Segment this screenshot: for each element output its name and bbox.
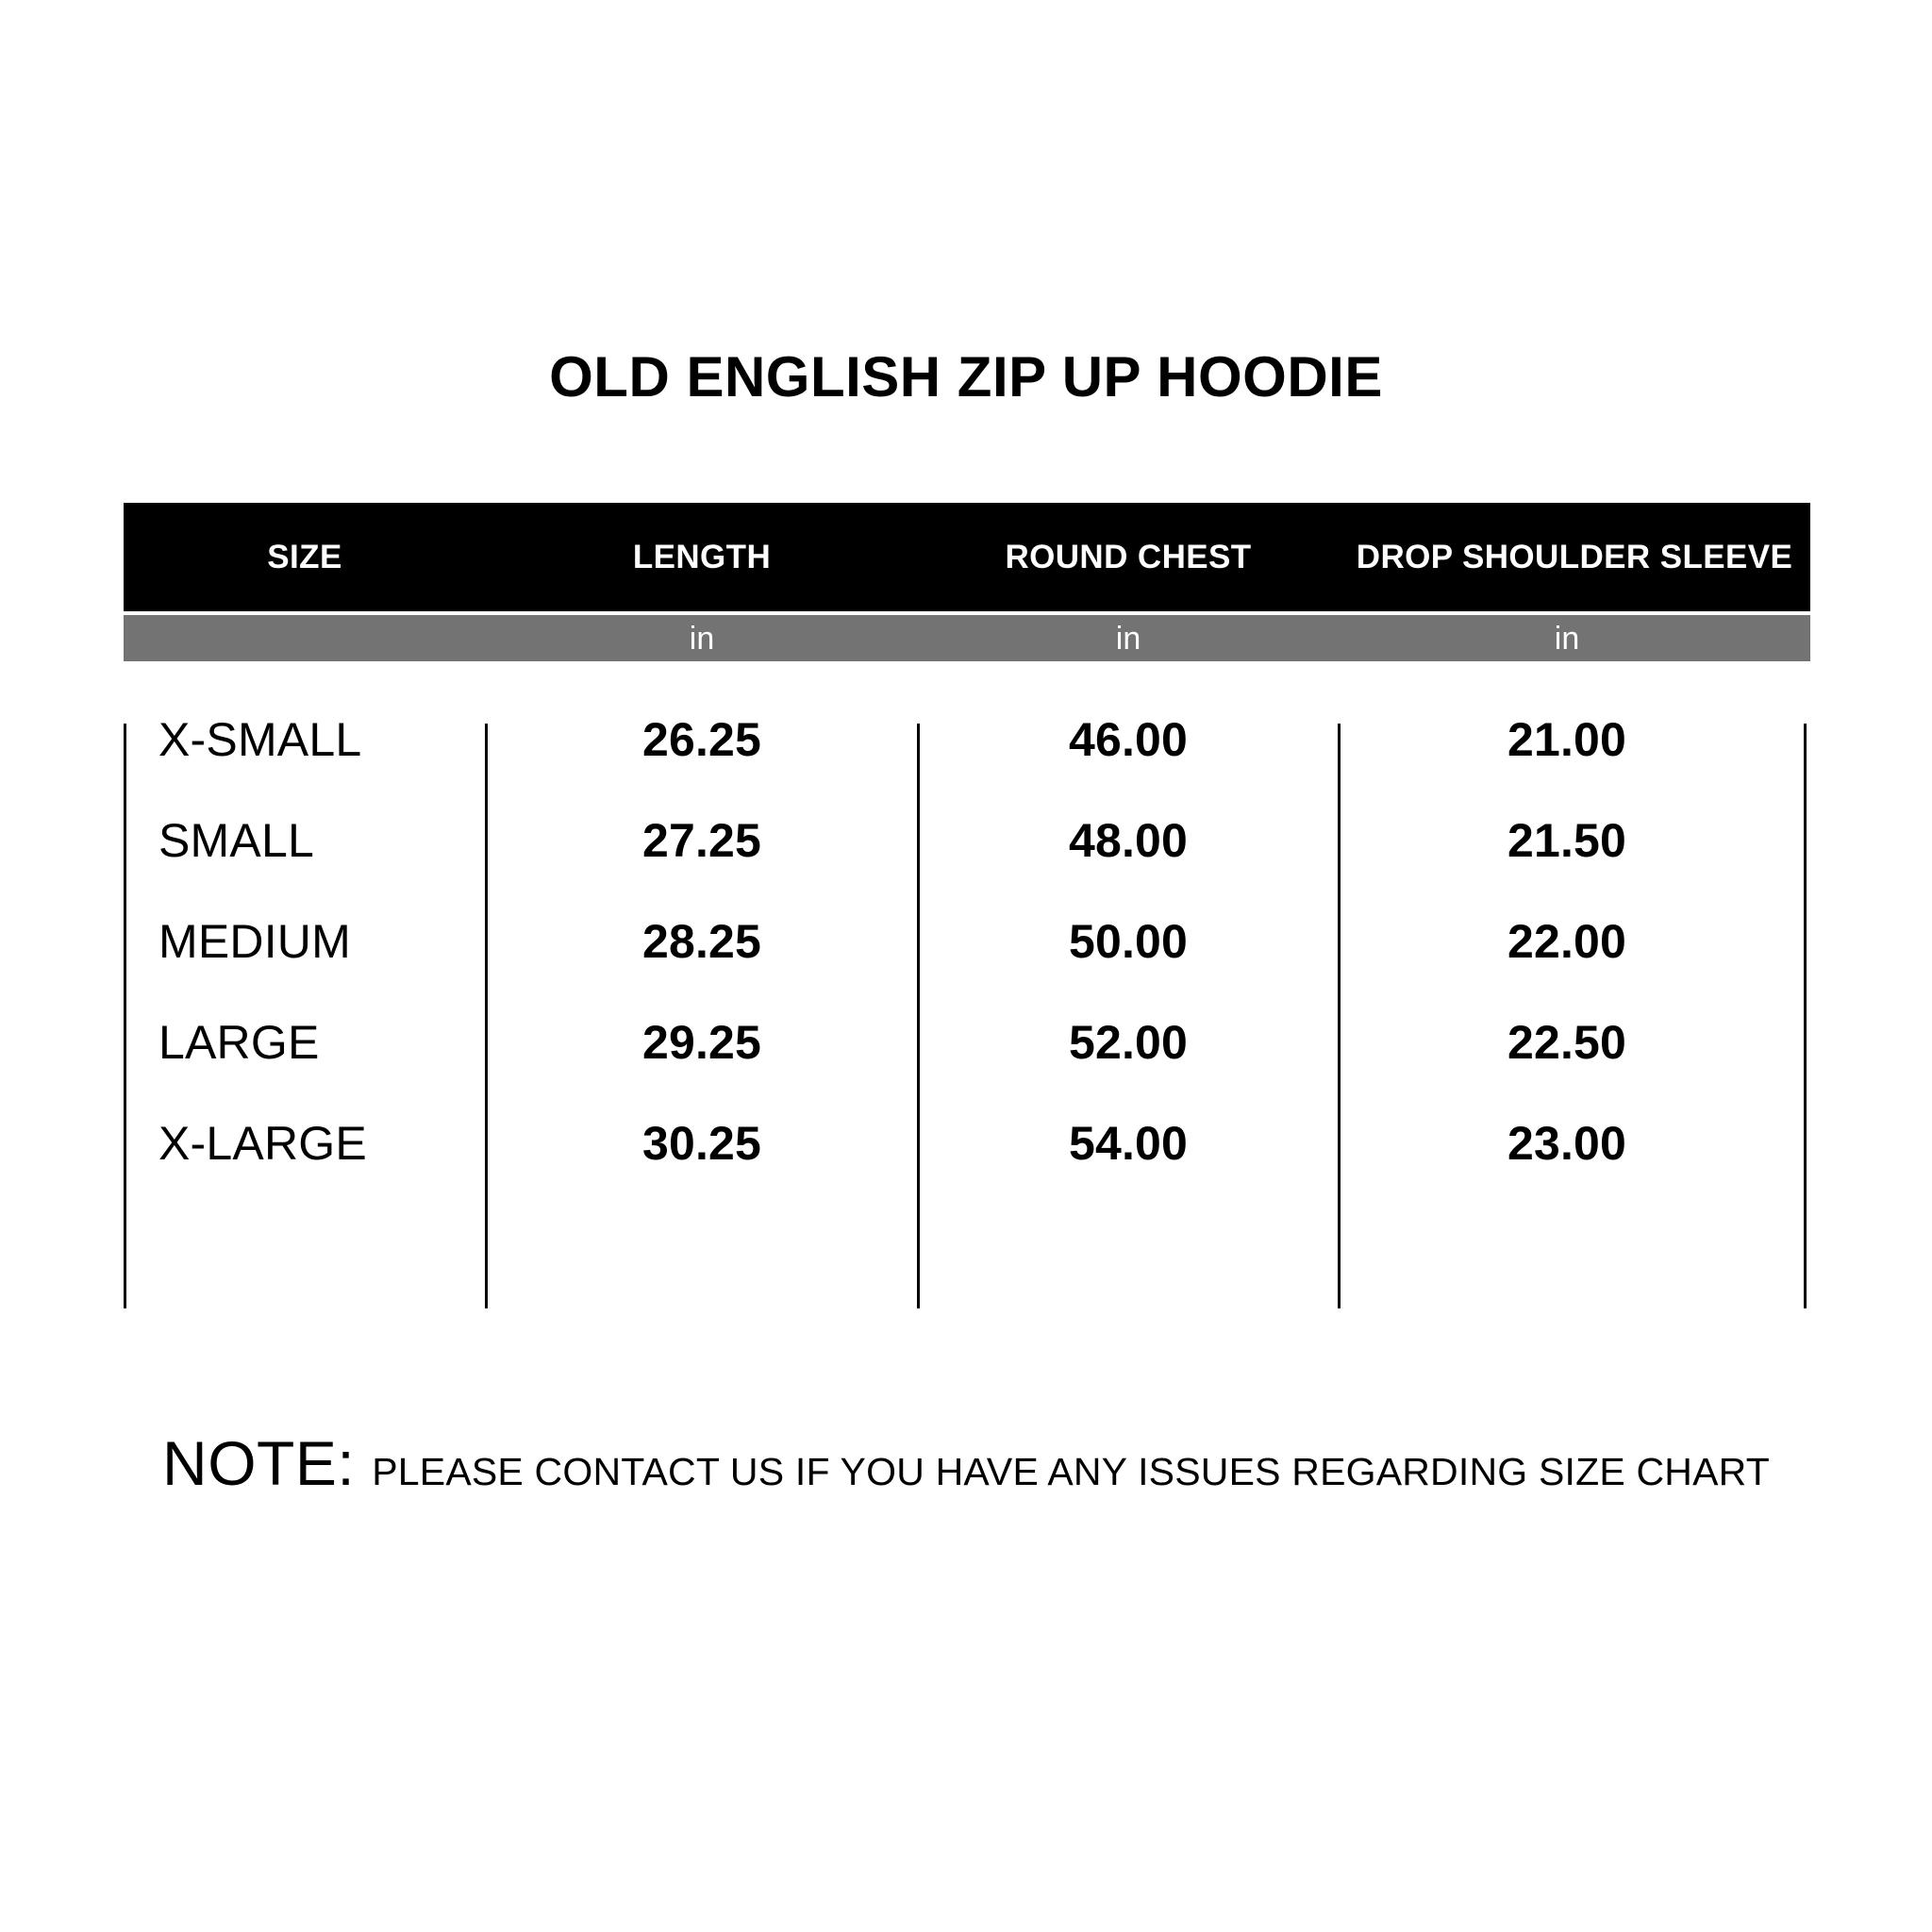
unit-drop-shoulder-sleeve: in [1554,620,1580,657]
cell-size: LARGE [158,1016,320,1069]
column-divider-2 [917,724,920,1308]
cell-size: SMALL [158,814,314,867]
unit-size [124,615,486,661]
unit-length: in [689,620,715,657]
table-body: X-SMALL 26.25 46.00 21.00 SMALL 27.25 48… [124,661,1810,1322]
size-chart-table: SIZE LENGTH ROUND CHEST DROP SHOULDER SL… [124,503,1810,1322]
cell-size: MEDIUM [158,915,351,968]
page-title: OLD ENGLISH ZIP UP HOODIE [549,345,1383,408]
cell-length: 30.25 [641,1117,762,1170]
column-divider-left [124,724,126,1308]
cell-length: 29.25 [641,1016,762,1069]
cell-drop-shoulder-sleeve: 23.00 [1507,1117,1627,1170]
cell-size: X-SMALL [158,713,362,766]
cell-drop-shoulder-sleeve: 21.50 [1507,814,1627,867]
cell-drop-shoulder-sleeve: 22.50 [1507,1016,1627,1069]
column-header-drop-shoulder-sleeve: DROP SHOULDER SLEEVE [1356,538,1793,575]
cell-round-chest: 54.00 [1068,1117,1189,1170]
cell-length: 26.25 [641,713,762,766]
cell-drop-shoulder-sleeve: 21.00 [1507,713,1627,766]
table-row: LARGE 29.25 52.00 22.50 [124,1002,1810,1083]
column-header-round-chest: ROUND CHEST [1005,538,1252,575]
cell-drop-shoulder-sleeve: 22.00 [1507,915,1627,968]
column-header-size: SIZE [267,538,342,575]
column-divider-1 [485,724,488,1308]
cell-size: X-LARGE [158,1117,367,1170]
note-text: PLEASE CONTACT US IF YOU HAVE ANY ISSUES… [372,1450,1770,1493]
table-units-row: in in in [124,615,1810,661]
cell-length: 28.25 [641,915,762,968]
table-row: MEDIUM 28.25 50.00 22.00 [124,901,1810,982]
column-divider-3 [1338,724,1341,1308]
table-row: X-SMALL 26.25 46.00 21.00 [124,699,1810,780]
column-divider-right [1804,724,1807,1308]
cell-round-chest: 46.00 [1068,713,1189,766]
table-header-row: SIZE LENGTH ROUND CHEST DROP SHOULDER SL… [124,503,1810,611]
table-row: X-LARGE 30.25 54.00 23.00 [124,1103,1810,1184]
unit-round-chest: in [1115,620,1141,657]
cell-round-chest: 50.00 [1068,915,1189,968]
column-header-length: LENGTH [632,538,772,575]
note-block: NOTE: PLEASE CONTACT US IF YOU HAVE ANY I… [0,1427,1932,1499]
table-row: SMALL 27.25 48.00 21.50 [124,800,1810,881]
cell-length: 27.25 [641,814,762,867]
cell-round-chest: 48.00 [1068,814,1189,867]
cell-round-chest: 52.00 [1068,1016,1189,1069]
note-label: NOTE: [162,1428,356,1498]
